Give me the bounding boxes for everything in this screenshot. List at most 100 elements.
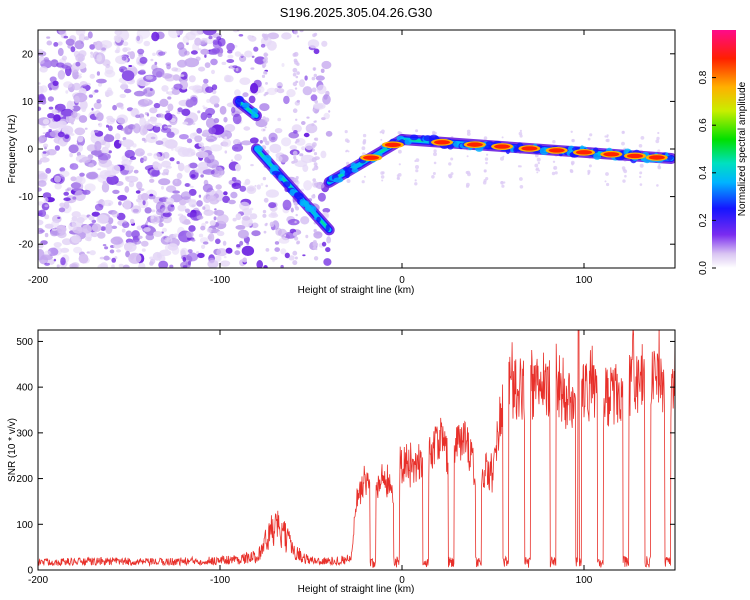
signal-streak-dot <box>449 176 452 179</box>
noise-streak-dot <box>312 148 315 152</box>
noise-blob <box>272 258 275 263</box>
signal-streak-dot <box>344 138 349 143</box>
noise-streak-dot <box>293 158 298 163</box>
snr-ylabel: SNR (10 * v/v) <box>7 418 18 482</box>
signal-streak-dot <box>657 165 662 170</box>
noise-streak-dot <box>295 213 298 217</box>
noise-blob <box>63 201 70 209</box>
noise-streak-dot <box>313 229 317 233</box>
noise-blob <box>151 209 156 213</box>
spectrogram-ytick-label: 20 <box>22 49 34 60</box>
noise-blob <box>277 117 282 122</box>
signal-streak-dot <box>571 139 575 142</box>
signal-blob <box>283 181 291 188</box>
noise-blob <box>102 244 107 247</box>
noise-blob <box>320 150 327 159</box>
noise-blob <box>38 201 44 206</box>
noise-blob <box>133 169 139 174</box>
snr-ytick-label: 400 <box>16 383 33 394</box>
noise-blob <box>155 140 164 145</box>
noise-blob <box>53 42 59 47</box>
noise-blob <box>44 250 51 256</box>
noise-blob <box>303 180 313 191</box>
spectrogram-xtick-label: -100 <box>210 275 230 286</box>
noise-blob <box>293 130 298 134</box>
noise-blob <box>70 182 82 189</box>
noise-blob <box>179 134 189 140</box>
noise-blob <box>238 34 244 37</box>
signal-streak-dot <box>534 163 539 168</box>
noise-blob <box>74 95 80 104</box>
noise-blob <box>203 78 209 84</box>
noise-blob <box>187 149 193 153</box>
noise-blob <box>176 172 183 179</box>
noise-blob <box>165 110 171 113</box>
noise-blob <box>210 58 218 66</box>
noise-blob <box>61 55 67 61</box>
noise-blob <box>198 48 202 51</box>
noise-blob <box>63 81 73 88</box>
noise-blob <box>57 70 66 80</box>
hot-spot-core <box>494 144 511 149</box>
noise-blob <box>77 135 84 143</box>
noise-blob <box>81 224 92 234</box>
noise-streak-dot <box>294 220 297 224</box>
noise-blob <box>203 106 208 110</box>
noise-blob <box>300 154 315 164</box>
noise-blob <box>180 191 192 200</box>
noise-blob <box>137 99 150 108</box>
noise-blob <box>76 176 86 185</box>
noise-blob <box>119 30 130 41</box>
noise-blob <box>71 234 81 244</box>
colorbar: 0.0 0.2 0.4 0.6 0.8 Normalized spectral ampl… <box>698 30 748 275</box>
noise-blob <box>255 118 268 128</box>
noise-blob <box>301 146 306 151</box>
noise-blob <box>43 197 49 203</box>
noise-blob <box>63 62 72 70</box>
noise-blob <box>213 166 224 179</box>
noise-blob <box>269 143 282 154</box>
noise-blob <box>290 207 294 213</box>
noise-blob <box>46 40 53 46</box>
noise-blob <box>70 46 76 53</box>
noise-blob <box>104 65 114 75</box>
noise-blob <box>63 191 69 196</box>
noise-blob <box>102 199 114 207</box>
noise-blob <box>121 70 135 81</box>
noise-blob <box>301 121 306 125</box>
noise-blob <box>88 215 95 221</box>
noise-blob <box>59 202 66 208</box>
signal-streak-dot <box>503 181 506 184</box>
noise-blob <box>204 157 210 163</box>
noise-blob <box>44 204 49 208</box>
hot-spot-core <box>626 153 643 159</box>
noise-blob <box>38 49 44 53</box>
noise-streak-dot <box>295 118 298 122</box>
noise-blob <box>53 242 62 248</box>
hot-spot-core <box>466 142 483 147</box>
noise-blob <box>65 38 75 46</box>
noise-blob <box>159 249 172 257</box>
noise-blob <box>192 132 198 137</box>
signal-streak-dot <box>433 149 437 153</box>
noise-blob <box>43 143 49 148</box>
noise-blob <box>284 252 290 259</box>
noise-blob <box>182 35 190 44</box>
noise-blob <box>89 250 96 256</box>
noise-blob <box>282 199 292 211</box>
snr-xtick-label: 100 <box>576 575 593 586</box>
noise-blob <box>130 253 137 258</box>
noise-blob <box>122 221 130 228</box>
noise-streak-dot <box>263 230 267 234</box>
noise-blob <box>270 136 276 141</box>
noise-blob <box>141 248 146 252</box>
noise-blob <box>231 159 234 162</box>
noise-blob <box>200 225 206 231</box>
noise-blob <box>186 231 194 238</box>
noise-streak-dot <box>312 178 317 182</box>
noise-blob <box>131 230 140 239</box>
signal-blob <box>270 164 279 172</box>
noise-blob <box>322 208 331 213</box>
spectrogram-xtick-label: -200 <box>28 275 48 286</box>
signal-streak-dot <box>380 138 383 141</box>
